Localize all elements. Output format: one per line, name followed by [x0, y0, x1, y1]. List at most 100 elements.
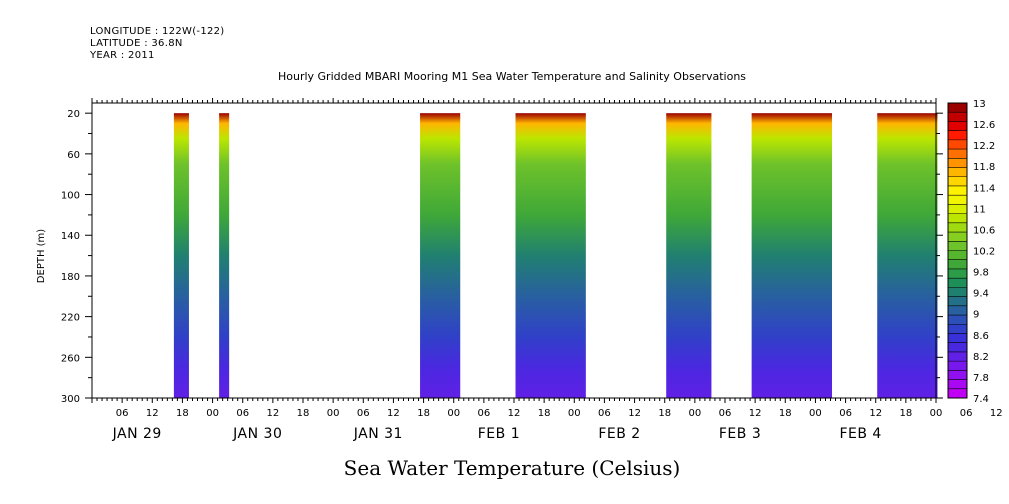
colorbar-cell [948, 305, 967, 316]
colorbar-label: 12.2 [973, 141, 995, 152]
x-hour-tick-label: 06 [477, 408, 490, 419]
year-label: YEAR : 2011 [90, 50, 155, 61]
colorbar-cell [948, 195, 967, 205]
x-hour-tick-label: 06 [236, 408, 249, 419]
colorbar-cell [948, 315, 967, 325]
x-hour-tick-label: 18 [538, 408, 551, 419]
colorbar-label: 12.6 [973, 120, 995, 131]
colorbar-cell [948, 250, 967, 261]
y-tick-label: 180 [61, 272, 80, 283]
colorbar-cell [948, 324, 967, 334]
colorbar: 13 12.6 12.2 11.8 11.4 11 10.6 10.2 9.8 9.4 9 8.6 8.… [947, 99, 995, 405]
colorbar-cell [948, 278, 967, 288]
colorbar-cell [948, 130, 967, 141]
colorbar-cell [948, 351, 967, 362]
data-segment-1 [173, 113, 189, 398]
x-hour-tick-label: 12 [387, 408, 400, 419]
x-hour-tick-label: 06 [598, 408, 611, 419]
colorbar-cell [948, 296, 967, 307]
x-hour-tick-label: 12 [508, 408, 521, 419]
colorbar-variable-label: Sea Water Temperature (Celsius) [344, 456, 681, 480]
colorbar-cell [948, 185, 967, 196]
colorbar-cell [948, 158, 967, 168]
y-tick-label: 140 [61, 231, 80, 242]
colorbar-label: 10.2 [973, 247, 995, 258]
y-tick-label: 300 [61, 394, 80, 405]
x-hour-tick-label: 12 [869, 408, 882, 419]
x-hour-tick-label: 12 [628, 408, 641, 419]
y-tick-label: 220 [61, 313, 80, 324]
colorbar-cell [948, 361, 967, 371]
x-hour-tick-label: 18 [297, 408, 310, 419]
colorbar-label: 13 [973, 99, 986, 110]
x-hour-tick-label: 12 [266, 408, 279, 419]
colorbar-cell [948, 103, 967, 113]
data-segment-4 [515, 113, 586, 398]
x-hour-tick-label: 12 [749, 408, 762, 419]
colorbar-cell [948, 232, 967, 242]
x-hour-tick-label: 12 [990, 408, 1003, 419]
x-day-label: JAN 29 [112, 426, 162, 442]
x-hour-tick-label: 18 [779, 408, 792, 419]
plot-area [173, 113, 938, 398]
chart-title: Hourly Gridded MBARI Mooring M1 Sea Wate… [278, 70, 746, 83]
x-day-label: FEB 3 [719, 426, 761, 442]
y-tick-label: 100 [61, 191, 80, 202]
x-hour-tick-label: 00 [809, 408, 822, 419]
latitude-label: LATITUDE : 36.8N [90, 38, 183, 49]
colorbar-cell [948, 333, 967, 343]
x-hour-tick-label: 06 [719, 408, 732, 419]
data-segment-3 [420, 113, 461, 398]
x-hour-tick-label: 00 [688, 408, 701, 419]
x-hour-tick-label: 12 [146, 408, 159, 419]
x-hour-tick-label: 00 [447, 408, 460, 419]
x-day-label: JAN 31 [353, 426, 403, 442]
x-hour-tick-label: 06 [357, 408, 370, 419]
colorbar-label: 10.6 [973, 225, 995, 236]
colorbar-label: 7.8 [973, 373, 989, 384]
colorbar-label: 9 [973, 310, 979, 321]
axes: 06 12 18 00 06 12 18 00 06 12 18 00 06 12 18 00 06 12 18 00… [61, 98, 1003, 442]
x-hour-tick-label: 00 [568, 408, 581, 419]
colorbar-label: 7.4 [973, 394, 989, 405]
x-day-label: FEB 4 [839, 426, 881, 442]
x-hour-tick-label: 06 [116, 408, 129, 419]
colorbar-cell [948, 121, 967, 131]
x-hour-tick-label: 06 [839, 408, 852, 419]
colorbar-frame [947, 102, 968, 399]
colorbar-label: 9.8 [973, 268, 989, 279]
colorbar-cell [948, 213, 967, 224]
colorbar-label: 8.6 [973, 331, 989, 342]
x-hour-tick-label: 18 [899, 408, 912, 419]
y-tick-label: 60 [67, 150, 80, 161]
y-tick-label: 20 [67, 109, 80, 120]
data-segment-2 [219, 113, 230, 398]
data-segment-7 [877, 113, 938, 398]
y-axis-title: DEPTH (m) [36, 229, 47, 283]
colorbar-cell [948, 287, 967, 297]
data-segment-5 [666, 113, 712, 398]
colorbar-label: 9.4 [973, 289, 989, 300]
colorbar-cell [948, 204, 967, 214]
longitude-label: LONGITUDE : 122W(-122) [90, 26, 225, 37]
colorbar-cell [948, 268, 967, 279]
colorbar-label: 8.2 [973, 352, 989, 363]
x-day-label: FEB 2 [598, 426, 640, 442]
colorbar-cell [948, 241, 967, 251]
colorbar-cell [948, 176, 967, 187]
x-hour-tick-label: 18 [417, 408, 430, 419]
colorbar-cell [948, 379, 967, 390]
colorbar-label: 11.8 [973, 162, 995, 173]
colorbar-cell [948, 149, 967, 159]
x-hour-tick-label: 00 [930, 408, 943, 419]
colorbar-cell [948, 370, 967, 380]
colorbar-cell [948, 112, 967, 122]
x-day-label: JAN 30 [232, 426, 282, 442]
x-hour-tick-label: 00 [327, 408, 340, 419]
y-tick-label: 260 [61, 353, 80, 364]
colorbar-cell [948, 167, 967, 178]
colorbar-cell [948, 222, 967, 233]
data-segment-6 [751, 113, 833, 398]
colorbar-label: 11 [973, 204, 986, 215]
